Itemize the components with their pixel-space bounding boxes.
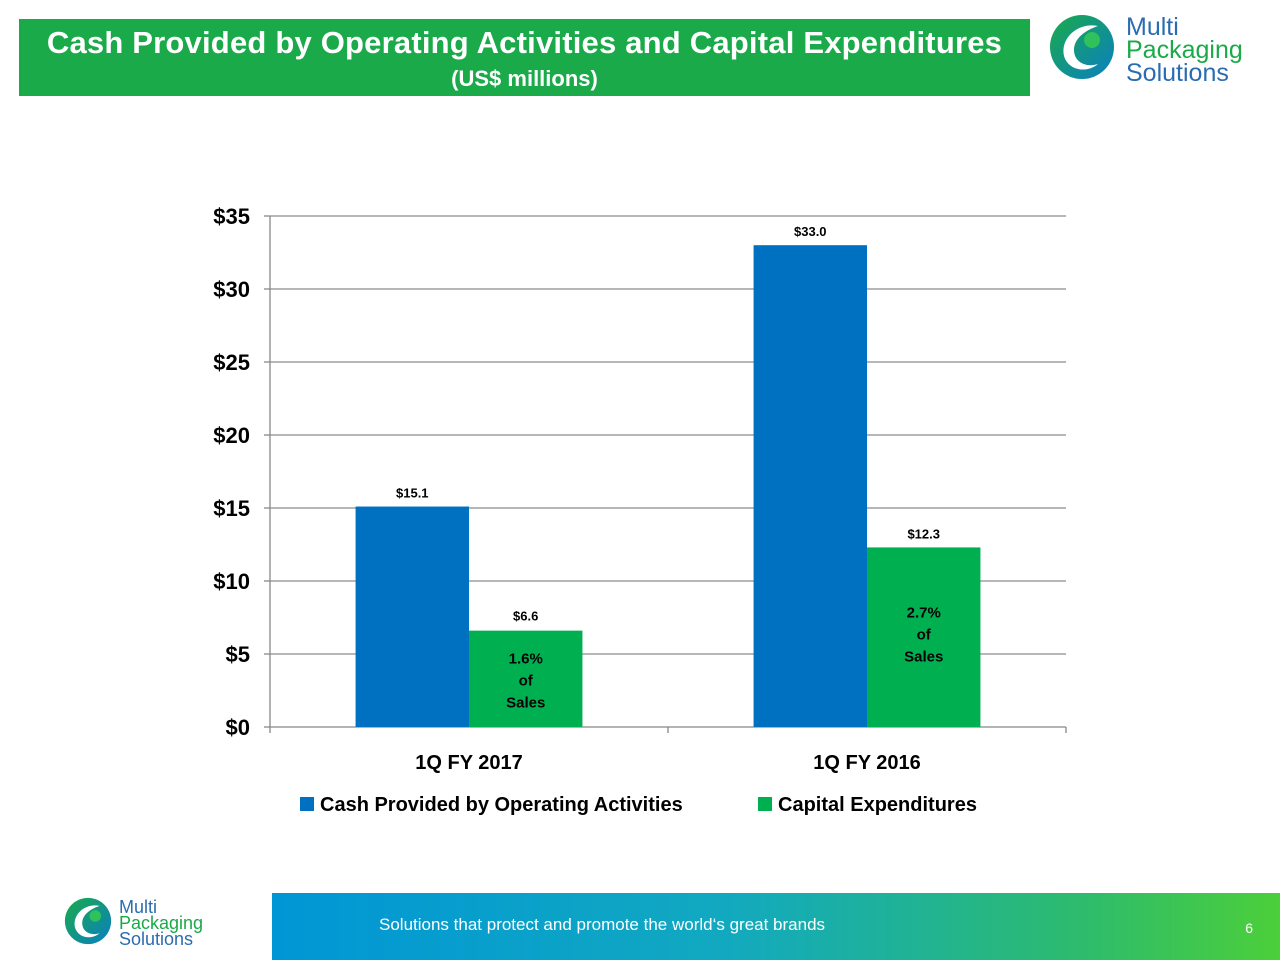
footer-logo: Multi Packaging Solutions — [62, 895, 203, 952]
y-tick-label: $35 — [213, 204, 250, 229]
pct-of-sales-label: Sales — [904, 648, 943, 665]
y-tick-label: $5 — [226, 642, 250, 667]
logo-text: Multi Packaging Solutions — [119, 897, 204, 949]
legend-swatch-green — [758, 797, 772, 811]
data-label: $15.1 — [396, 486, 429, 501]
legend-item-capex: Capital Expenditures — [758, 794, 977, 817]
bar-chart: $0 $5 $10 $15 $20 $25 $30 $35 1Q FY 2017 $15.1 $6.… — [213, 204, 1067, 774]
pct-of-sales-label: 2.7% — [907, 604, 941, 621]
legend-swatch-blue — [300, 797, 314, 811]
page-number: 6 — [1245, 920, 1253, 936]
data-label: $33.0 — [794, 224, 827, 239]
bar-cash-0 — [355, 506, 469, 727]
footer-tagline: Solutions that protect and promote the w… — [379, 915, 826, 934]
pct-of-sales-label: of — [519, 673, 534, 690]
y-tick-label: $10 — [213, 569, 250, 594]
chart-subtitle: (US$ millions) — [451, 66, 598, 91]
x-tick-label: 1Q FY 2017 — [415, 752, 522, 774]
footer-bar: Solutions that protect and promote the w… — [272, 893, 1280, 960]
y-tick-label: $15 — [213, 496, 250, 521]
data-label: $12.3 — [907, 526, 940, 541]
x-tick-label: 1Q FY 2016 — [813, 752, 920, 774]
y-tick-label: $0 — [226, 715, 250, 740]
bar-capex-1 — [867, 547, 981, 727]
swirl-logo-icon — [1050, 15, 1114, 79]
y-tick-label: $25 — [213, 350, 250, 375]
bar-cash-1 — [753, 245, 867, 727]
company-logo: Multi Packaging Solutions — [1046, 12, 1243, 87]
pct-of-sales-label: of — [917, 626, 932, 643]
chart-title: Cash Provided by Operating Activities an… — [46, 25, 1003, 60]
logo-text: Multi Packaging Solutions — [1126, 13, 1243, 87]
pct-of-sales-label: 1.6% — [509, 651, 543, 668]
y-tick-label: $30 — [213, 277, 250, 302]
swirl-logo-icon — [64, 897, 112, 945]
title-bar: Cash Provided by Operating Activities an… — [19, 19, 1030, 96]
bar-capex-0 — [469, 630, 583, 727]
pct-of-sales-label: Sales — [506, 695, 545, 712]
legend-item-cash: Cash Provided by Operating Activities — [300, 794, 683, 817]
data-label: $6.6 — [513, 609, 538, 624]
y-tick-label: $20 — [213, 423, 250, 448]
